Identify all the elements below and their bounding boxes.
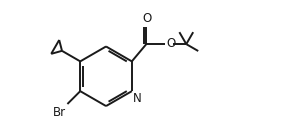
Text: O: O <box>142 12 151 25</box>
Text: O: O <box>166 37 175 50</box>
Text: Br: Br <box>53 106 66 119</box>
Text: N: N <box>133 92 142 105</box>
